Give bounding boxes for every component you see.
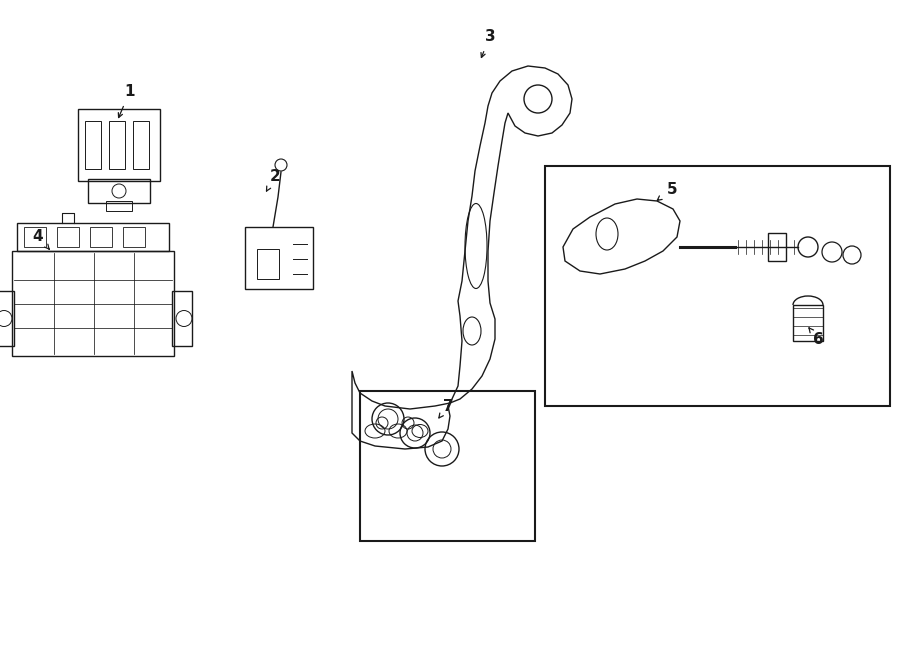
Bar xyxy=(0,291,14,346)
Bar xyxy=(768,233,786,261)
Bar xyxy=(360,391,535,541)
Bar xyxy=(793,305,823,341)
Bar xyxy=(106,201,132,211)
Bar xyxy=(90,227,112,247)
Bar xyxy=(245,227,313,289)
Bar xyxy=(78,109,160,181)
Text: 2: 2 xyxy=(270,169,281,184)
Text: 6: 6 xyxy=(813,332,824,346)
Bar xyxy=(57,227,79,247)
Bar xyxy=(24,227,46,247)
Bar xyxy=(257,249,279,279)
Text: 3: 3 xyxy=(485,28,495,44)
Text: 4: 4 xyxy=(32,229,43,243)
Bar xyxy=(133,121,149,169)
Bar xyxy=(12,251,174,356)
Bar xyxy=(172,291,192,346)
Text: 7: 7 xyxy=(443,399,454,414)
Bar xyxy=(85,121,101,169)
Bar xyxy=(109,121,125,169)
Bar xyxy=(545,166,890,406)
Bar xyxy=(88,179,150,203)
Bar xyxy=(17,223,169,251)
Text: 5: 5 xyxy=(667,182,678,196)
Text: 1: 1 xyxy=(125,83,135,98)
Bar xyxy=(123,227,145,247)
